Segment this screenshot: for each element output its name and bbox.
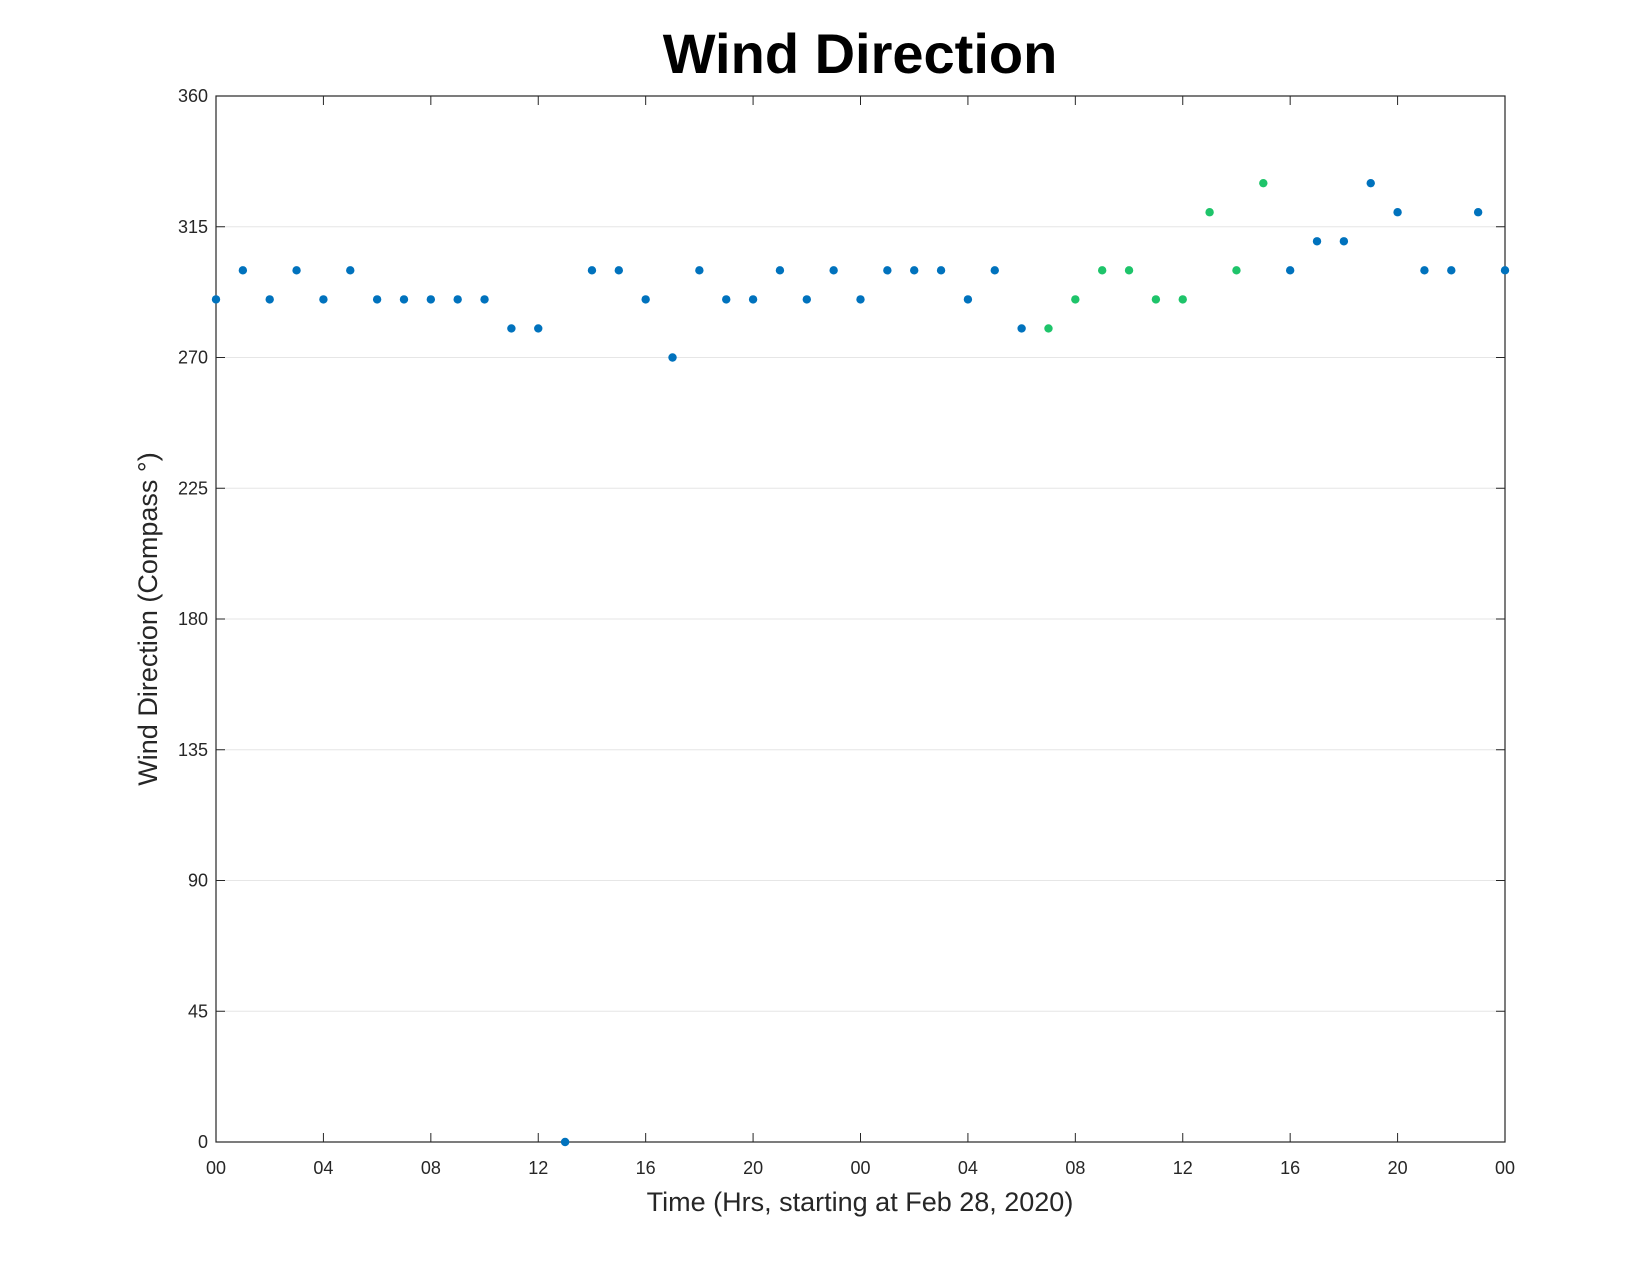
- x-tick-label: 04: [313, 1158, 333, 1178]
- data-point: [936, 266, 946, 275]
- plot-area-box: [215, 95, 1506, 1143]
- y-tick-label: 90: [188, 871, 208, 891]
- data-point: [1071, 295, 1080, 304]
- data-point: [856, 295, 865, 304]
- data-point: [695, 266, 704, 275]
- x-axis-label: Time (Hrs, starting at Feb 28, 2020): [647, 1187, 1074, 1217]
- chart-title: Wind Direction: [663, 22, 1058, 85]
- data-point: [1447, 266, 1456, 275]
- x-tick-label: 08: [1065, 1158, 1085, 1178]
- data-point: [1151, 295, 1161, 304]
- data-point: [829, 266, 838, 275]
- data-point: [1178, 295, 1187, 304]
- data-point: [1473, 208, 1483, 217]
- data-point: [372, 295, 382, 304]
- data-point: [1124, 266, 1134, 275]
- y-tick-label: 270: [178, 348, 208, 368]
- data-point: [346, 266, 355, 275]
- data-point: [722, 295, 731, 304]
- data-point: [265, 295, 274, 304]
- x-tick-label: 20: [1388, 1158, 1408, 1178]
- data-point: [292, 266, 301, 275]
- data-point: [748, 295, 758, 304]
- data-point: [480, 295, 489, 304]
- data-point: [453, 295, 462, 304]
- data-point: [534, 324, 543, 333]
- data-point: [507, 324, 516, 333]
- data-point: [775, 266, 785, 275]
- data-point: [1205, 208, 1214, 217]
- y-tick-label: 135: [178, 740, 208, 760]
- axis-ticks: 0 45 90 135 180 225 270 315 360 00 04 08 12 16 20 00 04 0…: [178, 86, 1515, 1178]
- y-tick-label: 180: [178, 609, 208, 629]
- data-point: [1044, 324, 1053, 333]
- data-point: [990, 266, 999, 275]
- data-point: [1339, 237, 1349, 246]
- x-tick-label: 08: [421, 1158, 441, 1178]
- data-point: [238, 266, 248, 275]
- data-point: [1393, 208, 1402, 217]
- data-point: [1285, 266, 1295, 275]
- x-tick-label: 00: [1495, 1158, 1515, 1178]
- data-point: [587, 266, 597, 275]
- data-point: [641, 295, 650, 304]
- x-tick-label: 20: [743, 1158, 763, 1178]
- data-point: [1420, 266, 1429, 275]
- y-axis-label: Wind Direction (Compass °): [133, 452, 163, 785]
- data-point: [1017, 324, 1026, 333]
- data-point: [319, 295, 328, 304]
- data-point: [1097, 266, 1107, 275]
- y-tick-label: 315: [178, 217, 208, 237]
- gridlines: [216, 226, 1505, 1012]
- y-tick-label: 45: [188, 1001, 208, 1021]
- data-point: [614, 266, 624, 275]
- data-point: [1259, 178, 1268, 188]
- data-points: [211, 178, 1510, 1147]
- y-tick-label: 360: [178, 86, 208, 106]
- data-point: [1312, 237, 1322, 246]
- y-tick-label: 225: [178, 478, 208, 498]
- x-tick-label: 04: [958, 1158, 978, 1178]
- data-point: [910, 266, 919, 275]
- data-point: [668, 353, 677, 362]
- x-tick-label: 16: [1280, 1158, 1300, 1178]
- data-point: [399, 295, 409, 304]
- data-point: [426, 295, 436, 304]
- y-tick-label: 0: [198, 1132, 208, 1152]
- x-tick-label: 12: [528, 1158, 548, 1178]
- data-point: [883, 266, 892, 275]
- x-tick-label: 12: [1173, 1158, 1193, 1178]
- data-point: [963, 295, 973, 304]
- x-tick-label: 00: [850, 1158, 870, 1178]
- data-point: [211, 295, 221, 304]
- data-point: [1366, 178, 1375, 188]
- data-point: [802, 295, 811, 304]
- x-tick-label: 00: [206, 1158, 226, 1178]
- x-tick-label: 16: [636, 1158, 656, 1178]
- data-point: [1232, 266, 1241, 275]
- data-point: [560, 1137, 570, 1147]
- data-point: [1500, 266, 1510, 275]
